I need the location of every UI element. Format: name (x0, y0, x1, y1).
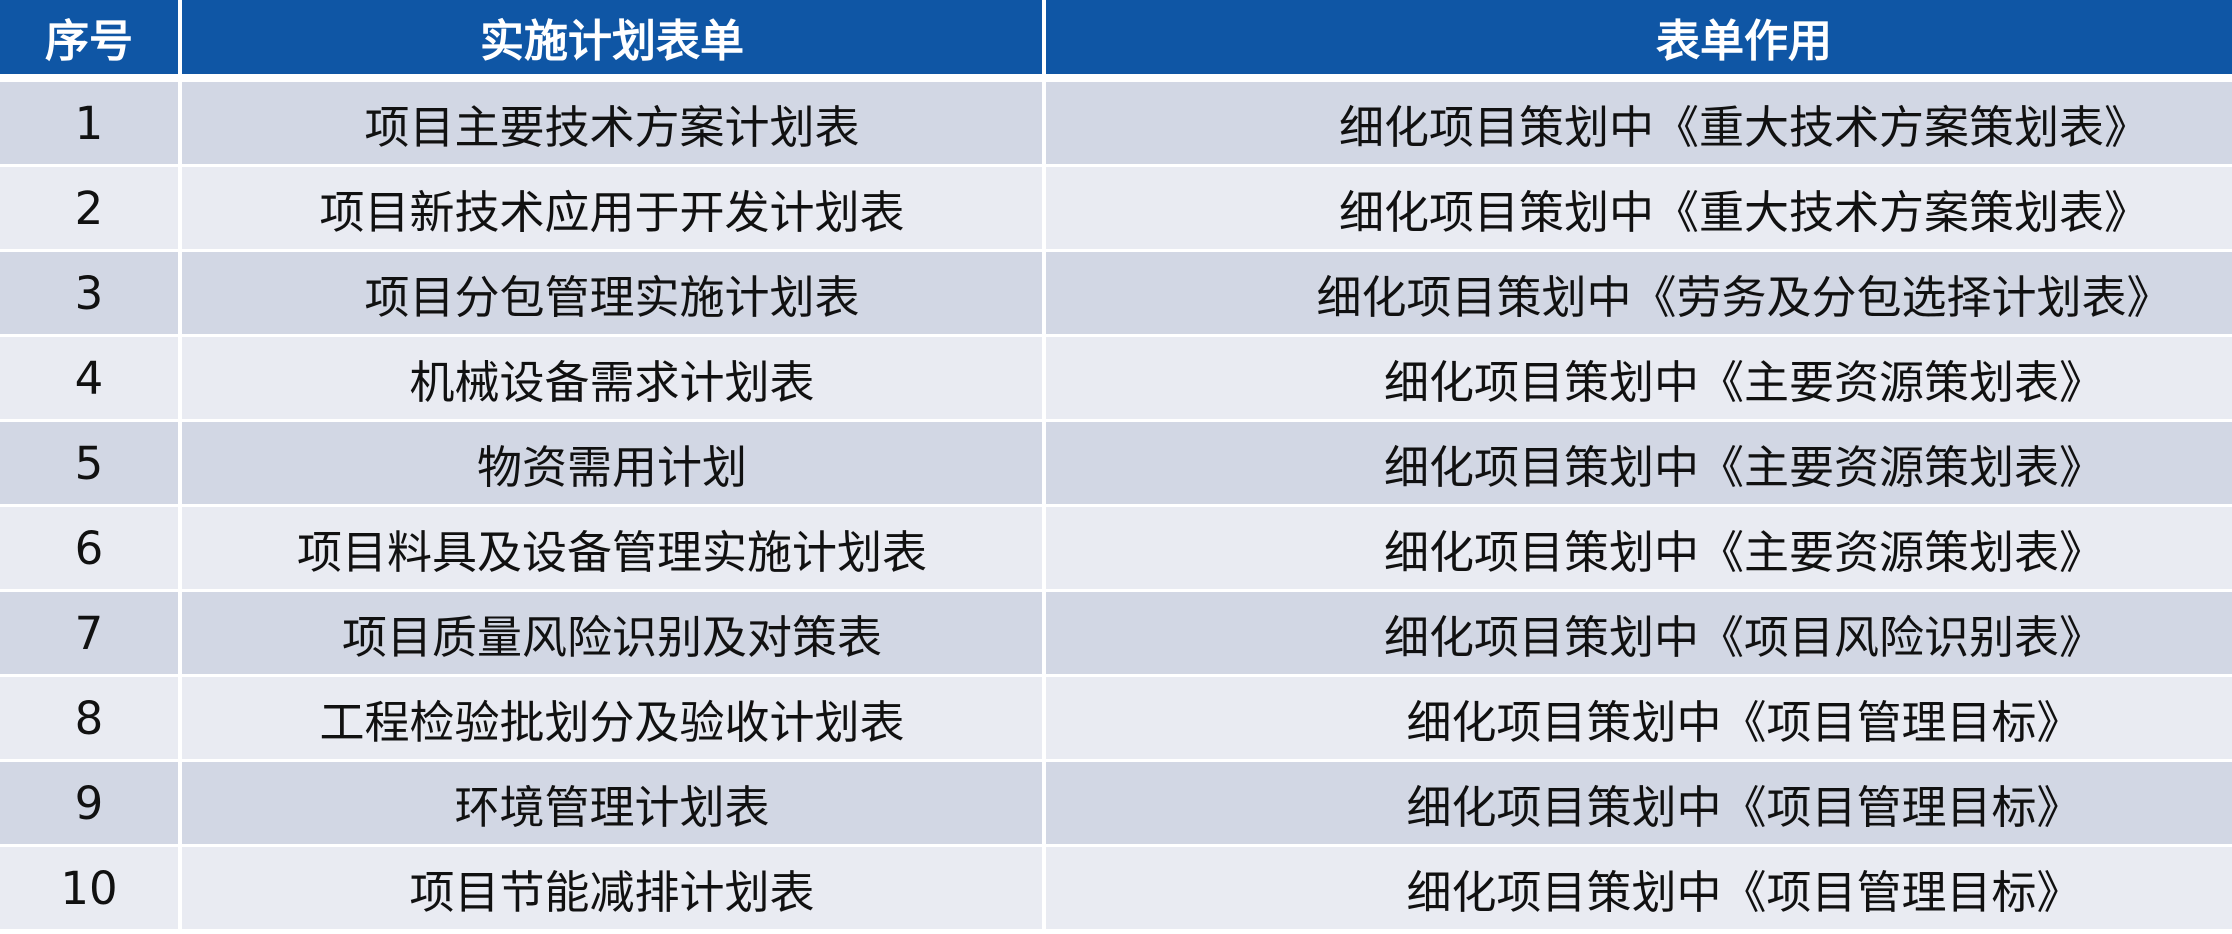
cell-index: 1 (0, 82, 178, 164)
cell-index: 8 (0, 677, 178, 759)
cell-form: 项目料具及设备管理实施计划表 (182, 507, 1042, 589)
cell-index: 6 (0, 507, 178, 589)
cell-purpose: 细化项目策划中《项目管理目标》 (1046, 677, 2232, 759)
cell-purpose: 细化项目策划中《项目管理目标》 (1046, 847, 2232, 929)
cell-form: 项目分包管理实施计划表 (182, 252, 1042, 334)
cell-index: 4 (0, 337, 178, 419)
cell-purpose: 细化项目策划中《主要资源策划表》 (1046, 507, 2232, 589)
cell-index: 9 (0, 762, 178, 844)
cell-form: 物资需用计划 (182, 422, 1042, 504)
cell-form: 环境管理计划表 (182, 762, 1042, 844)
cell-form: 项目新技术应用于开发计划表 (182, 167, 1042, 249)
cell-index: 10 (0, 847, 178, 929)
table-header: 序号 实施计划表单 表单作用 (0, 0, 2232, 74)
table-row: 3 项目分包管理实施计划表 细化项目策划中《劳务及分包选择计划表》 (0, 252, 2232, 334)
cell-purpose: 细化项目策划中《重大技术方案策划表》 (1046, 82, 2232, 164)
cell-purpose: 细化项目策划中《主要资源策划表》 (1046, 337, 2232, 419)
cell-purpose: 细化项目策划中《劳务及分包选择计划表》 (1046, 252, 2232, 334)
cell-form: 项目质量风险识别及对策表 (182, 592, 1042, 674)
cell-purpose: 细化项目策划中《重大技术方案策划表》 (1046, 167, 2232, 249)
cell-index: 5 (0, 422, 178, 504)
cell-form: 机械设备需求计划表 (182, 337, 1042, 419)
cell-form: 工程检验批划分及验收计划表 (182, 677, 1042, 759)
cell-index: 7 (0, 592, 178, 674)
table-row: 2 项目新技术应用于开发计划表 细化项目策划中《重大技术方案策划表》 (0, 167, 2232, 249)
table-row: 10 项目节能减排计划表 细化项目策划中《项目管理目标》 (0, 847, 2232, 929)
table-row: 6 项目料具及设备管理实施计划表 细化项目策划中《主要资源策划表》 (0, 507, 2232, 589)
header-form: 实施计划表单 (182, 0, 1042, 74)
table-row: 9 环境管理计划表 细化项目策划中《项目管理目标》 (0, 762, 2232, 844)
table-row: 4 机械设备需求计划表 细化项目策划中《主要资源策划表》 (0, 337, 2232, 419)
cell-index: 3 (0, 252, 178, 334)
cell-purpose: 细化项目策划中《主要资源策划表》 (1046, 422, 2232, 504)
cell-purpose: 细化项目策划中《项目风险识别表》 (1046, 592, 2232, 674)
header-index: 序号 (0, 0, 178, 74)
cell-form: 项目节能减排计划表 (182, 847, 1042, 929)
cell-index: 2 (0, 167, 178, 249)
table-row: 8 工程检验批划分及验收计划表 细化项目策划中《项目管理目标》 (0, 677, 2232, 759)
table-row: 1 项目主要技术方案计划表 细化项目策划中《重大技术方案策划表》 (0, 82, 2232, 164)
cell-form: 项目主要技术方案计划表 (182, 82, 1042, 164)
header-purpose: 表单作用 (1046, 0, 2232, 74)
cell-purpose: 细化项目策划中《项目管理目标》 (1046, 762, 2232, 844)
table-row: 5 物资需用计划 细化项目策划中《主要资源策划表》 (0, 422, 2232, 504)
table-row: 7 项目质量风险识别及对策表 细化项目策划中《项目风险识别表》 (0, 592, 2232, 674)
